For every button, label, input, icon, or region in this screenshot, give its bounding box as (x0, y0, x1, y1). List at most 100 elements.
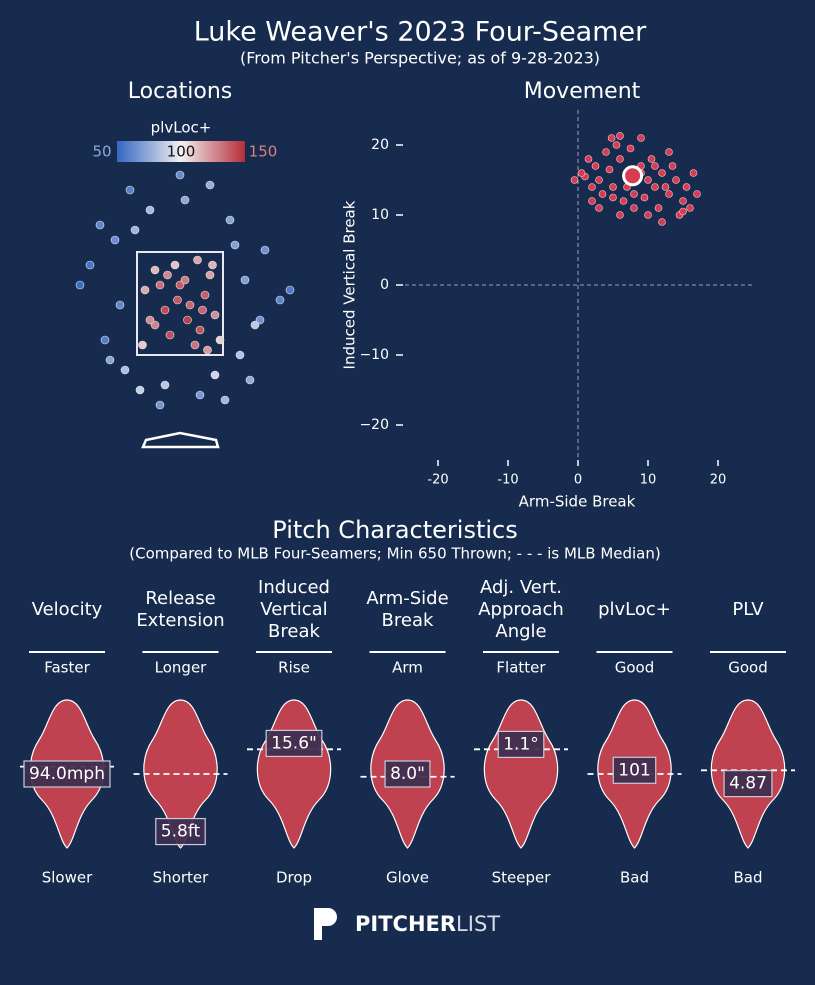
movement-point (630, 204, 638, 212)
y-tick-label: 0 (380, 277, 389, 293)
movement-point (665, 190, 673, 198)
top-label: Faster (44, 659, 90, 677)
pitch-location (285, 285, 295, 295)
y-tick-label: 10 (371, 207, 389, 223)
pitch-location (208, 260, 217, 270)
pitch-location (225, 215, 235, 225)
pitch-location (160, 305, 170, 315)
pitch-location (195, 390, 205, 400)
movement-point (609, 193, 617, 202)
logo-icon (314, 908, 337, 940)
pitch-location (230, 240, 240, 250)
movement-point (591, 162, 600, 170)
movement-point (588, 197, 596, 205)
pitch-location (193, 255, 202, 265)
movement-point (658, 169, 666, 177)
pitch-location (115, 300, 125, 310)
movement-point (672, 176, 680, 184)
panel-title: Movement (524, 79, 641, 104)
pitch-location (210, 310, 220, 320)
top-label: Arm (392, 659, 423, 677)
x-tick-label: 10 (640, 473, 657, 488)
value-label: 4.87 (729, 774, 767, 794)
bottom-label: Steeper (492, 869, 552, 887)
movement-point (654, 204, 663, 212)
pitch-location (183, 315, 192, 325)
pitch-location (85, 260, 95, 270)
pitch-location (200, 290, 210, 300)
movement-point (619, 197, 628, 205)
pitch-location (210, 370, 220, 380)
movement-point (609, 183, 617, 191)
value-box (612, 756, 657, 784)
logo-light: LIST (456, 912, 500, 936)
pitch-location (175, 170, 185, 180)
pitch-location (155, 280, 165, 290)
bottom-label: Drop (276, 869, 312, 887)
x-tick-label: 20 (710, 473, 727, 488)
y-tick-label: 20 (371, 137, 389, 153)
pitch-location (170, 260, 180, 270)
pitch-location (145, 205, 155, 215)
movement-point (616, 132, 624, 140)
movement-point (668, 162, 677, 170)
movement-point (595, 204, 603, 212)
pitch-location (135, 385, 145, 395)
top-label: Rise (278, 659, 310, 677)
value-box (23, 760, 111, 788)
metric-name: Approach (478, 599, 564, 620)
value-box (265, 729, 323, 758)
movement-point (584, 155, 593, 163)
pitch-location (140, 285, 150, 295)
pitch-location (160, 380, 170, 390)
y-axis-label: Induced Vertical Break (341, 200, 359, 369)
movement-point (647, 155, 656, 163)
metric-name: Vertical (260, 599, 327, 620)
pitch-location (205, 180, 215, 190)
colorbar-label: plvLoc+ (151, 119, 212, 137)
value-box (384, 760, 431, 788)
movement-point (570, 176, 579, 184)
value-box (497, 730, 545, 759)
movement-point (640, 193, 649, 202)
pitch-location (163, 270, 172, 280)
colorbar-tick-label: 50 (92, 143, 111, 161)
bottom-label: Shorter (153, 869, 209, 887)
pitch-location (150, 265, 160, 275)
value-label: 94.0mph (29, 764, 105, 784)
section-title: Pitch Characteristics (272, 516, 518, 544)
movement-point (689, 169, 698, 177)
movement-point (616, 211, 624, 219)
value-box (155, 817, 206, 846)
pitch-location (203, 345, 212, 355)
metric-name: Break (268, 621, 320, 642)
x-tick-label: -10 (497, 473, 518, 488)
movement-point (682, 183, 691, 191)
pitch-location (145, 315, 155, 325)
value-label: 1.1° (503, 734, 539, 754)
movement-point (602, 148, 610, 156)
y-tick-label: −20 (359, 417, 389, 433)
pitch-location (235, 350, 245, 360)
metric-name: Release (145, 588, 215, 609)
value-box (723, 770, 773, 798)
metric-name: Induced (258, 577, 330, 598)
movement-point (644, 176, 652, 184)
movement-point (637, 134, 645, 142)
movement-point (630, 190, 638, 198)
pitch-location (180, 195, 190, 205)
pitch-location (130, 225, 140, 235)
metric-name: Extension (136, 610, 224, 631)
movement-point (644, 211, 652, 219)
section-subtitle: (Compared to MLB Four-Seamers; Min 650 T… (129, 545, 660, 563)
pitch-location (220, 395, 230, 405)
top-label: Good (615, 659, 655, 677)
movement-point (605, 165, 614, 174)
pitch-location (180, 275, 190, 285)
metric-name: Break (382, 610, 434, 631)
logo: PITCHERLIST (314, 908, 500, 940)
pitch-location (245, 375, 255, 385)
top-label: Good (728, 659, 768, 677)
bottom-label: Slower (42, 869, 93, 887)
